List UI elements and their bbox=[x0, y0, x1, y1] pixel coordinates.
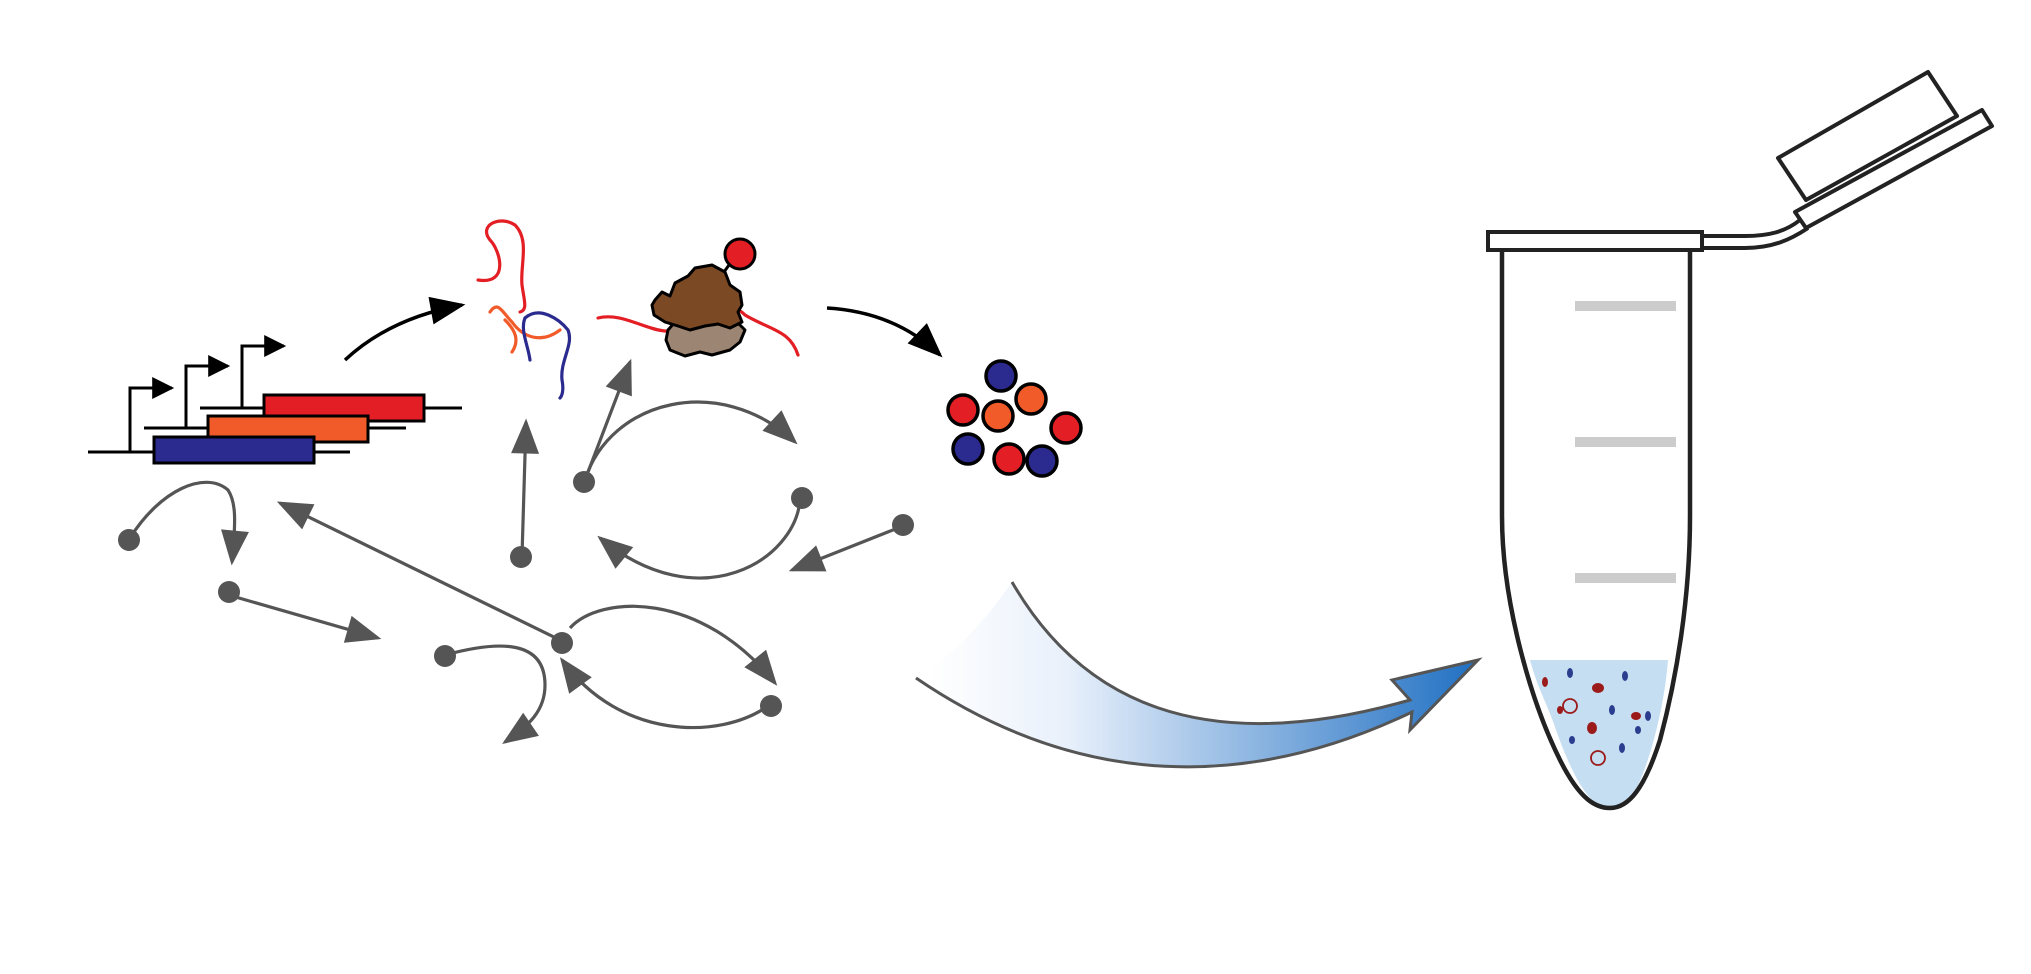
tube-particles bbox=[1542, 668, 1651, 766]
tube-cap bbox=[1776, 70, 1994, 230]
tube-hinge bbox=[1702, 218, 1810, 250]
mrna-strands-icon bbox=[476, 219, 571, 400]
gradient-arrow-outline bbox=[915, 581, 1483, 769]
regulatory-network-icon bbox=[128, 358, 904, 744]
promoter-arrows bbox=[128, 335, 287, 452]
ribosome-translation-icon bbox=[596, 237, 800, 358]
tube-liquid bbox=[1530, 660, 1668, 807]
network-nodes bbox=[118, 471, 914, 717]
gradient-transfer-arrow-icon bbox=[916, 582, 1478, 767]
transcription-arrow bbox=[343, 296, 466, 362]
translation-arrow bbox=[826, 306, 943, 358]
protein-cluster-icon bbox=[946, 359, 1083, 478]
tube-rim bbox=[1486, 230, 1704, 252]
operon-genes-icon bbox=[88, 335, 462, 465]
tube-body bbox=[1499, 252, 1693, 811]
microcentrifuge-tube-icon bbox=[1486, 70, 1994, 811]
tube-graduations bbox=[1575, 301, 1676, 583]
gene-blue bbox=[152, 435, 316, 465]
